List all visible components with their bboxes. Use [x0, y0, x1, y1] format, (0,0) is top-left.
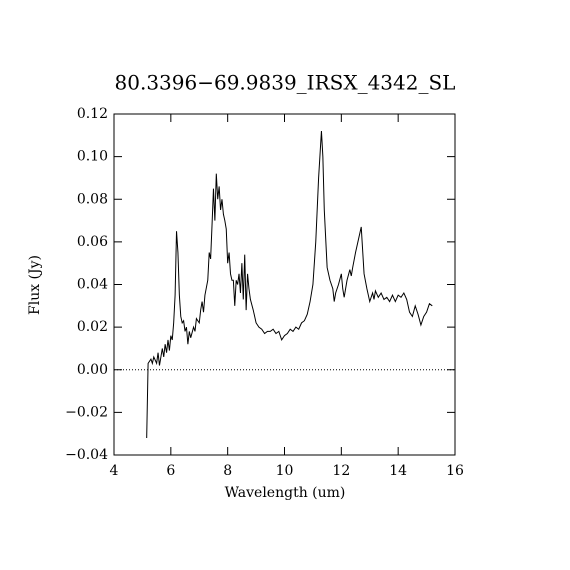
y-tick-label: 0.04: [77, 277, 108, 293]
x-tick-label: 10: [276, 463, 294, 479]
x-axis-label: Wavelength (um): [225, 485, 346, 501]
y-tick-label: 0.08: [77, 191, 108, 207]
x-tick-label: 16: [446, 463, 464, 479]
plot-frame: [113, 113, 456, 456]
x-tick-label: 8: [223, 463, 232, 479]
x-tick-label: 4: [110, 463, 119, 479]
y-tick-label: 0.06: [77, 234, 108, 250]
x-tick-label: 14: [389, 463, 407, 479]
y-tick-label: 0.00: [77, 362, 108, 378]
chart-title: 80.3396−69.9839_IRSX_4342_SL: [115, 71, 456, 95]
x-tick-label: 6: [166, 463, 175, 479]
y-tick-label: −0.02: [65, 404, 108, 420]
y-axis-label: Flux (Jy): [27, 255, 43, 315]
x-tick-label: 12: [332, 463, 350, 479]
y-tick-label: 0.10: [77, 149, 108, 165]
y-tick-label: −0.04: [65, 447, 108, 463]
spectrum-line: [146, 131, 433, 438]
y-tick-label: 0.02: [77, 319, 108, 335]
y-tick-label: 0.12: [77, 106, 108, 122]
